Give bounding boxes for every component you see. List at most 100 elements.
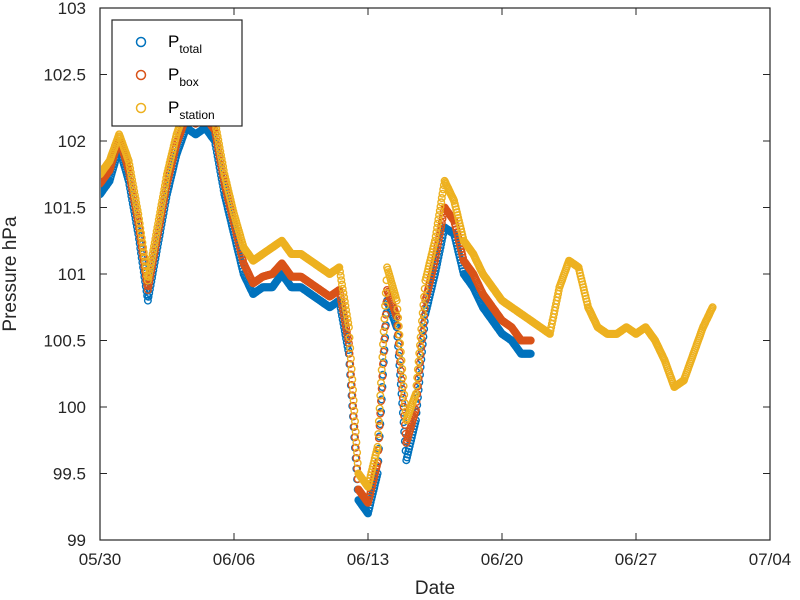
data-point [338,280,347,289]
data-point [415,349,424,358]
x-tick-label: 06/20 [481,550,524,569]
data-point [393,305,402,314]
data-point [375,404,384,413]
data-point [158,193,167,202]
legend-marker [135,69,147,81]
legend-item: Pbox [135,65,199,89]
data-point [399,402,408,411]
data-point [412,381,421,390]
y-tick-label: 99.5 [53,465,86,484]
data-point [339,289,348,298]
data-point [420,292,429,301]
data-point [376,391,385,400]
y-tick-label: 100 [58,398,86,417]
data-point [344,323,353,332]
data-point [148,249,157,258]
data-point [214,139,223,148]
data-point [135,219,144,228]
data-point [155,212,164,221]
data-point [143,296,152,305]
series-3 [101,103,717,491]
x-tick-label: 07/04 [749,550,792,569]
legend-marker [135,36,147,48]
data-point [160,185,169,194]
data-point [212,128,221,137]
data-point [214,135,223,144]
data-point [346,360,355,369]
data-point [349,401,358,410]
data-point [131,194,140,203]
y-tick-label: 102.5 [43,66,86,85]
y-tick-label: 100.5 [43,332,86,351]
data-point [154,215,163,224]
data-point [526,349,535,358]
data-point [126,164,135,173]
data-point [213,132,222,141]
data-point [161,177,170,186]
data-point [132,208,141,217]
data-point [379,347,388,356]
data-point [438,189,447,198]
y-tick-label: 103 [58,0,86,18]
data-point [437,193,446,202]
data-point [418,317,427,326]
data-point [351,417,360,426]
data-point [348,375,357,384]
data-point [149,246,158,255]
data-point [156,208,165,217]
x-axis-label: Date [415,578,455,599]
data-point [351,427,360,436]
data-point [381,323,390,332]
data-point [138,238,147,247]
x-axis-ticks: 05/30 06/06 06/13 06/20 06/27 07/04 [79,8,792,569]
data-point [160,181,169,190]
data-point [415,366,424,375]
data-point [130,187,139,196]
data-point [436,202,445,211]
y-tick-label: 101 [58,265,86,284]
data-point [342,310,351,319]
y-axis-label: Pressure hPa [0,216,21,332]
data-point [336,271,345,280]
data-point [349,385,358,394]
data-point [398,399,407,408]
data-point [399,382,408,391]
data-point [145,265,154,274]
data-point [127,172,136,181]
legend-item: Ptotal [135,32,202,56]
data-point [420,304,429,313]
x-tick-label: 06/13 [347,550,390,569]
data-point [156,204,165,213]
data-point [381,310,390,319]
data-point [396,366,405,375]
data-point [353,448,362,457]
data-point [352,454,361,463]
legend-label: Pbox [168,65,199,89]
y-axis-ticks: 99 99.5 100 100.5 101 101.5 102 102.5 103 [43,0,770,550]
data-point [126,168,135,177]
y-tick-label: 99 [67,531,86,550]
data-point [394,313,403,322]
legend: Ptotal Pbox Pstation [111,19,243,127]
data-point [400,399,409,408]
data-point [146,261,155,270]
data-point [136,229,145,238]
data-point [418,309,427,318]
data-point [400,390,409,399]
data-point [151,234,160,243]
data-point [432,228,441,237]
data-point [345,333,354,342]
data-point [350,422,359,431]
data-point [129,183,138,192]
data-point [153,223,162,232]
data-point [343,314,352,323]
legend-box [111,19,243,127]
data-point [419,300,428,309]
data-point [350,406,359,415]
data-point [376,409,385,418]
data-point [374,430,383,439]
x-tick-label: 06/27 [615,550,658,569]
data-point [149,242,158,251]
data-point [375,421,384,430]
data-point [377,378,386,387]
